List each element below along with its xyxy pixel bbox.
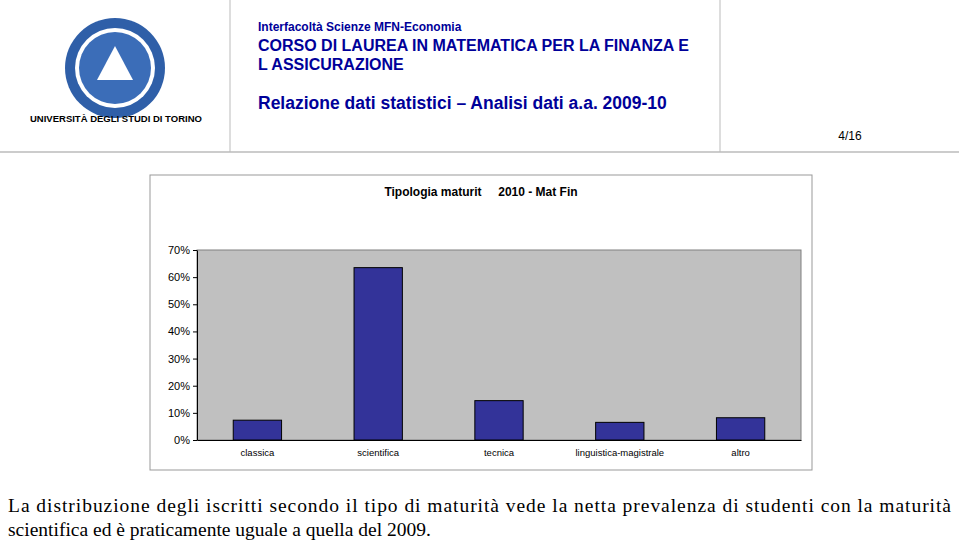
page-number: 4/16 [838, 129, 862, 143]
y-tick-mark [193, 440, 197, 441]
y-tick-mark [193, 277, 197, 278]
logo-ring [75, 28, 155, 108]
x-tick-label: altro [731, 447, 749, 458]
y-tick-label: 30% [168, 353, 190, 365]
y-tick: 50% [168, 298, 197, 310]
logo-emblem [97, 46, 133, 80]
report-title: Relazione dati statistici – Analisi dati… [258, 93, 667, 113]
y-tick-label: 50% [168, 298, 190, 310]
x-tick-label: scientifica [357, 447, 399, 458]
chart: Tipologia maturit 2010 - Mat Fin 0% 10% 20%… [150, 175, 812, 470]
y-tick: 40% [168, 325, 197, 337]
y-tick-label: 70% [168, 244, 190, 256]
x-tick: tecnica [484, 440, 515, 458]
bar [233, 420, 281, 440]
course: L ASSICURAZIONE [258, 56, 404, 73]
y-tick-label: 10% [168, 407, 190, 419]
y-axis-line [197, 251, 198, 441]
header: UNIVERSITÀ DEGLI STUDI DI TORINO Interfac… [0, 0, 959, 152]
y-axis: 0% 10% 20% 30% 40% 50% 60% 70% [168, 244, 198, 446]
faculty: Interfacoltà Scienze MFN-Economia [258, 20, 462, 34]
caption-line: La distribuzione degli iscritti secondo … [8, 495, 951, 516]
x-tick: scientifica [357, 440, 399, 458]
y-tick: 10% [168, 407, 197, 419]
x-tick-label: linguistica-magistrale [575, 447, 664, 458]
logo-inner [79, 32, 151, 104]
y-tick-label: 60% [168, 271, 190, 283]
chart-title: Tipologia maturit 2010 - Mat Fin [384, 185, 577, 199]
y-tick-mark [193, 413, 197, 414]
course: CORSO DI LAUREA IN MATEMATICA PER LA FIN… [258, 37, 689, 54]
y-tick-mark [193, 359, 197, 360]
y-tick-label: 0% [174, 434, 190, 446]
university: UNIVERSITÀ DEGLI STUDI DI TORINO [30, 113, 202, 124]
logo-outer [65, 18, 165, 118]
x-axis-line [198, 440, 802, 441]
x-tick: classica [241, 440, 276, 458]
logo [65, 18, 165, 118]
y-tick: 60% [168, 271, 197, 283]
y-tick-mark [193, 386, 197, 387]
bar [596, 422, 644, 440]
y-tick: 30% [168, 353, 197, 365]
header-rule [0, 152, 959, 153]
y-tick-mark [193, 250, 197, 251]
chart-frame [150, 175, 812, 470]
bars [233, 268, 765, 440]
header-divider [720, 0, 721, 152]
page: UNIVERSITÀ DEGLI STUDI DI TORINO Interfac… [0, 0, 959, 542]
x-tick-label: classica [241, 447, 276, 458]
bar [354, 268, 402, 440]
y-tick-label: 20% [168, 380, 190, 392]
plot-area [197, 250, 801, 440]
x-axis: classica scientifica tecnica linguistica-ma… [198, 440, 802, 458]
header-divider [230, 0, 231, 152]
caption: La distribuzione degli iscritti secondo … [8, 495, 951, 540]
y-tick-mark [193, 304, 197, 305]
y-tick-label: 40% [168, 325, 190, 337]
y-tick: 70% [168, 244, 197, 256]
bar [475, 401, 523, 440]
bar [716, 418, 764, 440]
y-tick: 0% [174, 434, 197, 446]
y-tick-mark [193, 331, 197, 332]
y-tick: 20% [168, 380, 197, 392]
x-tick-label: tecnica [484, 447, 515, 458]
x-tick: linguistica-magistrale [575, 440, 664, 458]
x-tick: altro [731, 440, 749, 458]
caption-line: scientifica ed è praticamente uguale a q… [8, 519, 431, 540]
